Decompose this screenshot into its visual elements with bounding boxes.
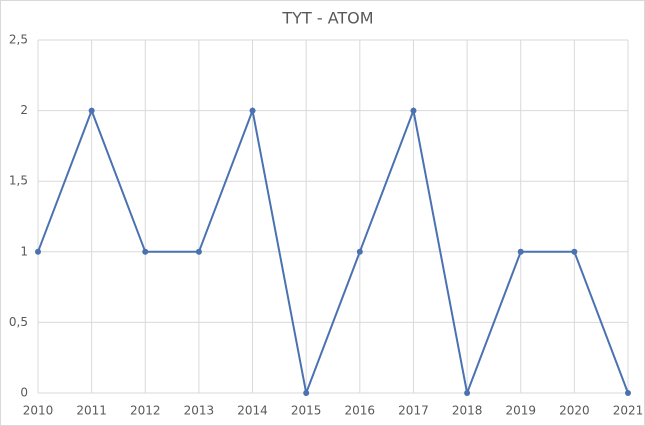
x-tick-label: 2013 [184, 404, 215, 418]
y-tick-label: 2 [20, 103, 28, 117]
x-tick-label: 2021 [613, 404, 644, 418]
x-tick-label: 2018 [452, 404, 483, 418]
x-tick-label: 2011 [76, 404, 107, 418]
y-tick-label: 0 [20, 386, 28, 400]
x-tick-label: 2012 [130, 404, 161, 418]
y-tick-label: 1 [20, 244, 28, 258]
data-point [571, 248, 578, 255]
x-tick-label: 2015 [291, 404, 322, 418]
chart-title: TYT - ATOM [281, 9, 373, 28]
x-tick-label: 2016 [345, 404, 376, 418]
data-point [464, 390, 471, 396]
y-tick-label: 2,5 [9, 33, 28, 47]
line-series [37, 106, 629, 397]
data-point [35, 248, 41, 255]
x-tick-label: 2010 [23, 404, 54, 418]
data-point [195, 248, 202, 255]
data-point [410, 107, 417, 114]
data-point [88, 107, 95, 114]
x-tick-label: 2017 [398, 404, 429, 418]
data-point [142, 248, 149, 255]
x-tick-label: 2020 [559, 404, 590, 418]
y-tick-label: 1,5 [9, 174, 28, 188]
data-point [356, 248, 363, 255]
data-point [303, 390, 310, 396]
data-point [517, 248, 524, 255]
y-tick-label: 0,5 [9, 315, 28, 329]
x-tick-label: 2019 [505, 404, 536, 418]
data-point [249, 107, 256, 114]
x-tick-label: 2014 [237, 404, 268, 418]
data-point [625, 390, 631, 396]
